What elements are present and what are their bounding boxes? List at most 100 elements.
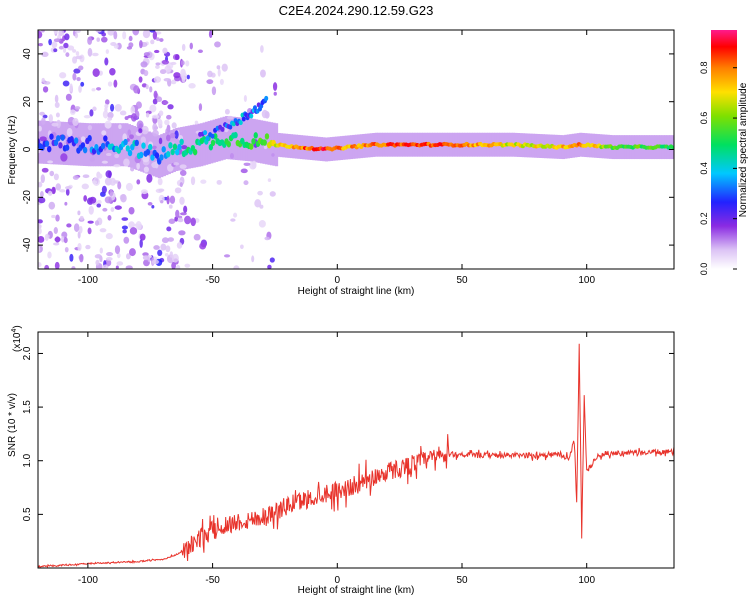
spectrogram-noise-speck: [149, 30, 156, 33]
spectrogram-noise-speck: [113, 164, 121, 168]
spectrogram-noise-speck: [73, 223, 80, 232]
spectrogram-noise-speck: [180, 72, 188, 80]
spectrogram-noise-speck: [40, 174, 45, 183]
spectrogram-noise-speck: [167, 104, 174, 110]
spectrogram-noise-speck: [155, 65, 160, 70]
snr-x-axis-label: Height of straight line (km): [298, 585, 415, 596]
colorbar-label: Normalized spectral amplitude: [738, 82, 749, 217]
spectrogram-noise-speck: [87, 125, 93, 131]
spectrogram-noise-speck: [75, 55, 83, 60]
spectrogram-noise-speck: [224, 127, 229, 133]
spectrogram-ridge-cell: [53, 139, 59, 146]
spectrogram-noise-speck: [58, 30, 65, 37]
spectrogram-noise-speck: [128, 42, 134, 48]
spectrogram-noise-speck: [194, 120, 199, 125]
spectrogram-noise-speck: [257, 190, 263, 196]
spectrogram-noise-speck: [170, 132, 176, 139]
spectrogram-ridge-cell: [87, 135, 92, 142]
spectrogram-halo-cell: [112, 123, 117, 167]
spectrogram-noise-speck: [39, 111, 45, 116]
spectrogram-noise-speck: [178, 215, 183, 219]
snr-y-multiplier: (x104): [11, 325, 23, 352]
spectrogram-noise-speck: [118, 124, 122, 130]
colorbar-tick-label: 0.2: [699, 212, 709, 225]
spectrogram-branch-cell: [252, 105, 257, 111]
spectrogram-noise-speck: [38, 182, 43, 188]
spectrogram-noise-speck: [69, 253, 74, 262]
spectrogram-noise-speck: [38, 223, 42, 229]
snr-x-ticks: -100 -50 0 50 100: [78, 332, 595, 586]
spectrogram-noise-speck: [145, 112, 150, 118]
spectrogram-halo-cell: [117, 123, 122, 167]
spectrogram-ridge-cell: [251, 138, 256, 145]
spectrogram-ridge-cell: [172, 143, 178, 150]
spectrogram-noise-speck: [272, 82, 278, 91]
spectrogram-noise-speck: [129, 134, 134, 140]
spectrogram-noise-speck: [92, 52, 99, 57]
spectrogram-noise-speck: [56, 119, 61, 129]
spectrogram-noise-speck: [157, 249, 163, 257]
spectrogram-noise-speck: [117, 252, 121, 259]
spectrogram-noise-speck: [38, 149, 41, 154]
spectrogram-noise-speck: [216, 179, 222, 185]
spectrogram-halo-cell: [67, 122, 72, 166]
spectrogram-noise-speck: [136, 179, 141, 185]
spectrogram-noise-speck: [145, 84, 149, 90]
spectrogram-noise-speck: [91, 88, 96, 92]
spectrogram-noise-speck: [135, 101, 142, 109]
spectrogram-ridge-cell: [249, 143, 254, 150]
spectrogram-ridge-cell: [38, 138, 41, 145]
spectrogram-noise-speck: [48, 201, 56, 210]
spectrogram-noise-speck: [130, 166, 135, 172]
spectrogram-noise-speck: [77, 231, 81, 239]
spectrogram-noise-speck: [65, 93, 72, 101]
spectrogram-noise-speck: [128, 221, 135, 229]
spectrogram-noise-speck: [71, 266, 76, 269]
spectrogram-noise-speck: [106, 251, 114, 257]
spectrogram-halo-cell: [125, 123, 129, 167]
spectrogram-noise-speck: [104, 196, 112, 204]
spectrogram-noise-speck: [158, 194, 165, 204]
spectrogram-noise-speck: [60, 153, 68, 162]
spectrogram-noise-speck: [169, 251, 174, 258]
spectrogram-noise-speck: [206, 79, 214, 85]
spectrogram-ridge-cell: [159, 154, 164, 161]
spectrogram-noise-speck: [96, 37, 100, 42]
spectrogram-halo-cell: [202, 122, 206, 166]
spectrogram-x-axis-label: Height of straight line (km): [298, 286, 415, 297]
spectrogram-noise-speck: [59, 72, 67, 79]
spectrogram-noise-speck: [184, 263, 191, 268]
spectrogram-noise-speck: [109, 189, 114, 197]
spectrogram-noise-speck: [152, 123, 158, 132]
spectrogram-noise-speck: [39, 191, 44, 198]
spectrogram-noise-speck: [44, 264, 50, 269]
colorbar-gradient: [711, 30, 737, 269]
spectrogram-noise-speck: [177, 217, 184, 223]
spectrogram-noise-speck: [173, 162, 180, 166]
spectrogram-noise-speck: [104, 120, 112, 129]
spectrogram-noise-speck: [83, 195, 88, 202]
spectrogram-noise-speck: [107, 30, 115, 36]
figure-title: C2E4.2024.290.12.59.G23: [279, 3, 434, 18]
spectrogram-noise-speck: [263, 145, 268, 150]
spectrogram-noise-speck: [167, 237, 175, 242]
spectrogram-noise-speck: [38, 197, 46, 204]
spectrogram-noise-speck: [189, 42, 193, 50]
spectrogram-ridge-cell: [177, 143, 182, 151]
spectrogram-ridge-cell: [262, 139, 267, 146]
spectrogram-noise-speck: [130, 113, 137, 122]
spectrogram-halo-cell: [180, 127, 184, 171]
spectrogram-noise-speck: [51, 214, 56, 219]
snr-x-tick-label: -100: [78, 575, 98, 586]
spectrogram-noise-speck: [117, 181, 122, 190]
spectrogram-x-ticks: -100 -50 0 50 100: [78, 30, 595, 286]
snr-frame: [37, 331, 675, 569]
spectrogram-noise-speck: [273, 91, 277, 96]
spectrogram-noise-speck: [143, 52, 150, 57]
spectrogram-branch-cell: [264, 95, 269, 101]
spectrogram-noise-speck: [171, 79, 177, 85]
spectrogram-ridge-cell: [44, 140, 50, 147]
spectrogram-noise-speck: [216, 65, 221, 70]
spectrogram-ridge-cell: [123, 138, 128, 146]
spectrogram-noise-speck: [101, 36, 108, 43]
